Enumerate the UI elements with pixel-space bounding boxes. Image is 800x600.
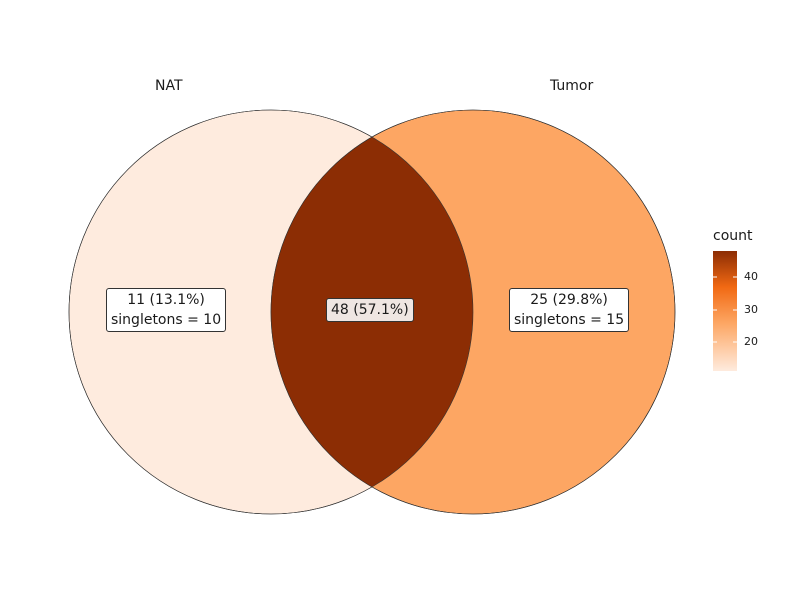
legend-tick-label: 30	[744, 303, 758, 316]
legend-tick-label: 40	[744, 270, 758, 283]
legend-colorbar	[713, 251, 737, 371]
region-singletons-nat-only: singletons = 10	[111, 310, 221, 330]
region-count-intersection: 48 (57.1%)	[331, 300, 409, 320]
set-label-nat: NAT	[155, 78, 183, 94]
region-count-tumor-only: 25 (29.8%)	[514, 290, 624, 310]
region-label-nat-only: 11 (13.1%) singletons = 10	[106, 288, 226, 332]
region-count-nat-only: 11 (13.1%)	[111, 290, 221, 310]
region-singletons-tumor-only: singletons = 15	[514, 310, 624, 330]
legend-tick-label: 20	[744, 335, 758, 348]
set-label-tumor: Tumor	[550, 78, 593, 94]
region-label-tumor-only: 25 (29.8%) singletons = 15	[509, 288, 629, 332]
legend-title: count	[713, 228, 753, 244]
region-label-intersection: 48 (57.1%)	[326, 298, 414, 322]
